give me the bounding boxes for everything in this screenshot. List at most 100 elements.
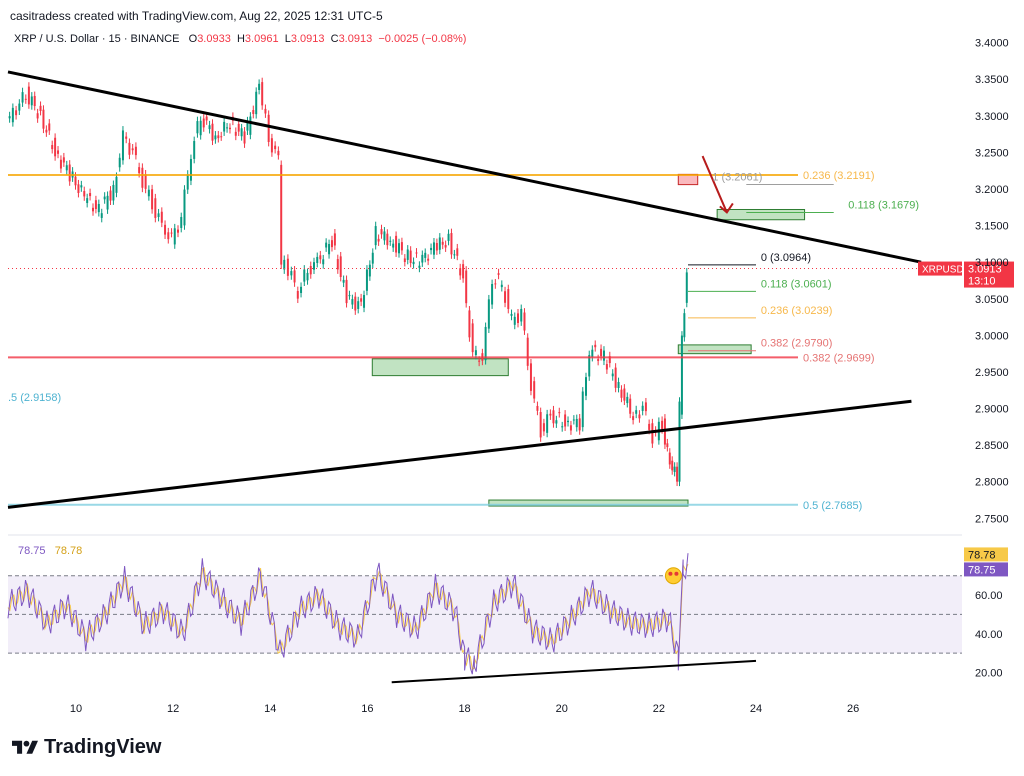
candle-body — [354, 296, 357, 311]
candle-body — [300, 286, 303, 294]
candle-body — [183, 189, 186, 226]
candle-body — [594, 344, 597, 348]
candle-body — [177, 229, 179, 233]
candle-body — [447, 233, 450, 241]
fib-small-label: 0.118 (3.0601) — [761, 278, 832, 290]
candle-body — [671, 460, 674, 471]
trendline[interactable] — [7, 399, 912, 509]
candle-body — [226, 127, 229, 129]
candle-body — [199, 120, 202, 136]
candle-body — [325, 242, 328, 248]
candle-body — [189, 158, 192, 181]
candle-body — [258, 83, 261, 90]
candle-body — [542, 423, 545, 432]
candle-body — [629, 398, 632, 414]
x-tick-label: 22 — [653, 703, 665, 715]
candle-body — [392, 243, 395, 248]
y-tick-label: 3.3000 — [975, 111, 1009, 123]
candle-body — [644, 402, 647, 412]
candle-body — [575, 418, 578, 428]
rsi-trendline[interactable] — [391, 659, 757, 684]
candle-body — [24, 98, 27, 100]
candle-body — [306, 272, 309, 281]
candle-body — [617, 382, 620, 389]
candle-body — [97, 203, 100, 213]
candle-body — [339, 256, 342, 278]
candle-body — [421, 254, 424, 263]
candle-body — [160, 211, 163, 223]
candle-body — [380, 229, 383, 235]
candle-body — [526, 337, 529, 366]
candle-body — [51, 145, 54, 150]
candle-body — [363, 295, 366, 308]
candle-body — [666, 443, 669, 448]
candle-body — [444, 244, 447, 248]
low-label: L — [284, 33, 291, 45]
candle-body — [316, 256, 319, 264]
candle-body — [296, 291, 299, 299]
candle-body — [491, 283, 494, 305]
candle-body — [103, 196, 106, 200]
candle-body — [128, 142, 131, 155]
candle-body — [36, 113, 39, 119]
candle-body — [11, 107, 14, 123]
candle-body — [626, 396, 629, 404]
candle-body — [234, 131, 237, 136]
candle-body — [395, 235, 398, 253]
high-label: H — [236, 33, 245, 45]
y-tick-label: 3.2000 — [975, 184, 1009, 196]
candle-body — [409, 250, 412, 263]
candle-body — [569, 425, 572, 431]
candle-body — [564, 414, 567, 427]
fib-small-label: 0 (3.0964) — [761, 252, 811, 264]
candle-body — [86, 198, 89, 204]
candle-body — [368, 264, 371, 277]
candle-body — [377, 238, 380, 242]
candle-body — [255, 91, 258, 115]
candle-body — [465, 270, 468, 304]
candle-body — [217, 135, 220, 139]
candle-body — [170, 232, 173, 234]
rsi-ma-line — [7, 564, 689, 671]
candle-body — [441, 241, 444, 245]
y-tick-label: 2.9000 — [975, 404, 1009, 416]
y-tick-label: 3.0000 — [975, 330, 1009, 342]
candle-body — [134, 146, 137, 156]
candle-body — [427, 258, 430, 261]
candle-body — [406, 249, 409, 260]
trendline[interactable] — [7, 70, 922, 264]
candle-body — [319, 255, 322, 260]
symbol-badge — [918, 261, 962, 276]
symbol-badge-text: XRPUSD — [922, 265, 964, 276]
low-value: 3.0913 — [290, 33, 325, 45]
candle-body — [223, 121, 226, 132]
emoji-eye-left — [668, 571, 673, 576]
x-tick-label: 10 — [70, 703, 82, 715]
candle-body — [154, 198, 157, 218]
tradingview-logo-icon — [12, 740, 38, 754]
candle-body — [549, 413, 552, 416]
candle-body — [141, 167, 144, 188]
heart-eyes-emoji-icon — [664, 567, 682, 585]
price-badge — [964, 261, 1014, 288]
candle-body — [468, 310, 471, 338]
candle-body — [228, 127, 231, 130]
rsi-legend: 78.75 78.78 — [18, 545, 82, 557]
candle-body — [415, 252, 418, 254]
rsi-value: 78.75 — [18, 545, 46, 557]
fib-small-label: 0.236 (3.0239) — [761, 305, 833, 317]
arrow-head-icon — [719, 202, 734, 214]
x-tick-label: 24 — [750, 703, 762, 715]
candle-body — [507, 289, 510, 309]
fib-small-label: 0.118 (3.1679) — [848, 199, 919, 211]
candle-body — [330, 240, 333, 248]
candle-body — [424, 252, 427, 258]
candle-body — [62, 157, 65, 163]
candle-body — [240, 128, 243, 137]
rsi-tick-label: 60.00 — [975, 590, 1003, 602]
candle-body — [673, 466, 676, 473]
candle-body — [77, 184, 80, 194]
candle-body — [196, 121, 199, 134]
candle-body — [676, 466, 679, 482]
